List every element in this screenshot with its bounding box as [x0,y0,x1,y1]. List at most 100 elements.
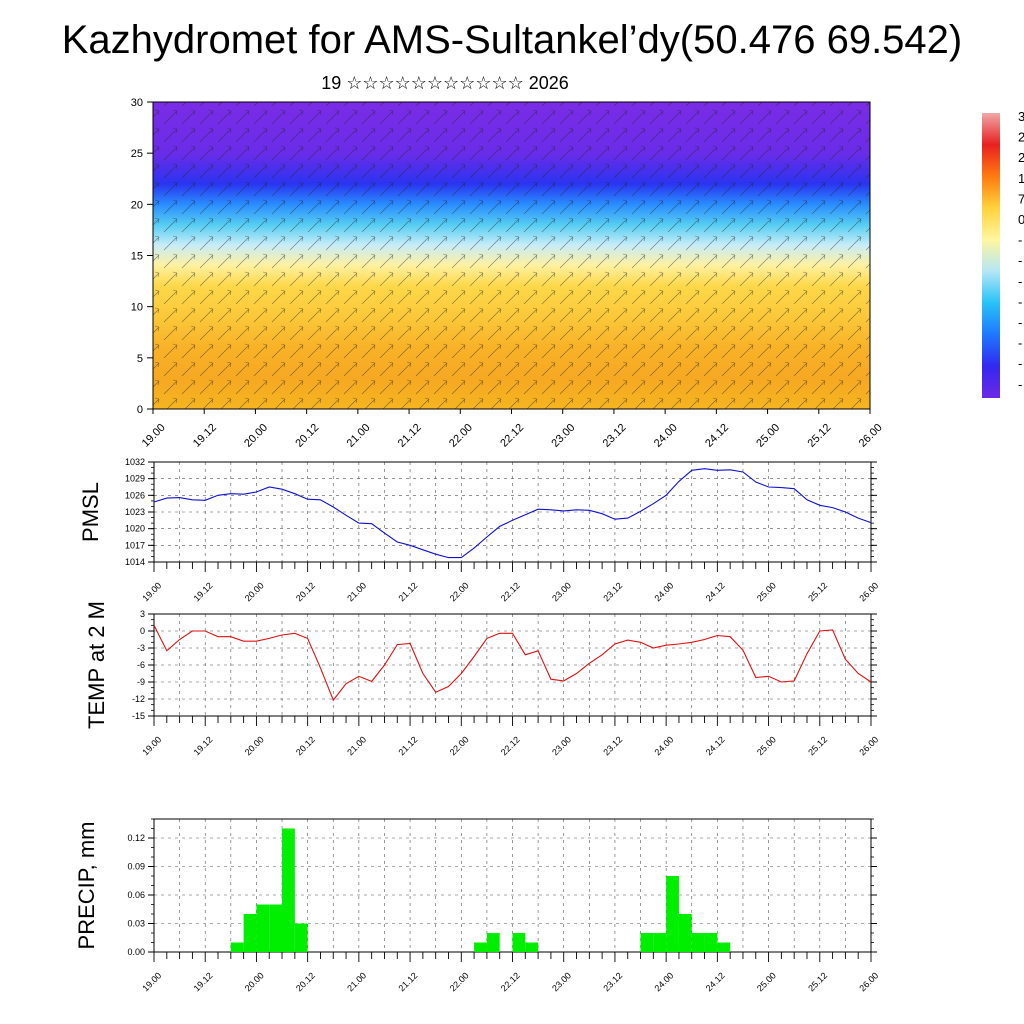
colorbar-label: - [1018,356,1022,371]
xtick-label: 26.00 [857,970,880,993]
heatmap-ytick-label: 10 [131,302,143,314]
precip-bar [269,904,283,952]
xtick-label: 26.00 [857,734,880,757]
precip-bar [282,828,295,952]
xtick-label: 22.12 [499,970,522,993]
xtick-label: 24.00 [653,734,676,757]
xtick-label: 20.12 [294,970,317,993]
xtick-label: 20.12 [294,734,317,757]
page-title: Kazhydromet for AMS-Sultankel’dy(50.476 … [61,18,963,62]
page-subtitle: 19 ☆☆☆☆☆☆☆☆☆☆☆ 2026 [321,73,569,93]
precip-bar [474,942,487,952]
heatmap-xtick-label: 22.12 [498,422,526,450]
ytick-label: 1029 [125,474,145,484]
colorbar-label: - [1018,274,1022,289]
ytick-label: 1020 [125,524,145,534]
series-line [153,468,872,559]
xtick-label: 19.00 [140,580,163,603]
xtick-label: 21.00 [345,970,368,993]
precip-bar [717,942,731,952]
temperature-panel: -15 -12 -9 -6 -3 0 3 19.00 19.12 20.00 20.12 21.00 2… [84,601,880,757]
xtick-label: 23.00 [550,970,573,993]
heatmap-ytick-label: 15 [131,251,143,263]
y-axis-title: PMSL [78,482,103,542]
colorbar-label: 3 [1018,109,1024,124]
ytick-label: 1014 [125,557,145,567]
xtick-label: 20.00 [243,734,266,757]
ytick-label: -15 [132,711,145,721]
ytick-label: 0.03 [127,919,145,929]
heatmap-xtick-label: 22.00 [447,422,475,450]
precip-bar [704,933,718,952]
heatmap-ytick-label: 30 [131,97,143,109]
xtick-label: 21.12 [396,580,419,603]
colorbar-label: - [1018,336,1022,351]
precip-bar [486,933,500,952]
ytick-label: -3 [137,643,145,653]
xtick-label: 20.12 [294,580,317,603]
xtick-label: 19.12 [192,734,215,757]
ytick-label: 1017 [125,540,145,550]
colorbar-label: 7 [1018,191,1024,206]
ytick-label: 1026 [125,490,145,500]
heatmap-ytick-label: 0 [137,404,143,416]
precip-bar [525,942,539,952]
colorbar-label: 0 [1018,212,1024,227]
xtick-label: 23.00 [550,734,573,757]
colorbar-label: - [1018,315,1022,330]
xtick-label: 21.00 [345,734,368,757]
heatmap-xtick-label: 19.12 [191,422,219,450]
ytick-label: -6 [137,660,145,670]
colorbar-label: 1 [1018,171,1024,186]
heatmap-xtick-label: 26.00 [857,422,885,450]
heatmap-xtick-label: 24.12 [703,422,731,450]
ytick-label: 0.06 [127,890,145,900]
ytick-label: -9 [137,677,145,687]
xtick-label: 19.00 [140,970,163,993]
precip-bar [691,933,705,952]
xtick-label: 23.12 [601,580,624,603]
y-axis-title: TEMP at 2 M [84,601,109,729]
series-line [153,625,872,702]
precip-bar [666,876,679,952]
xtick-label: 23.12 [601,970,624,993]
xtick-label: 19.00 [140,734,163,757]
ytick-label: -12 [132,694,145,704]
ytick-label: 1023 [125,507,145,517]
ytick-label: 0 [140,626,145,636]
xtick-label: 25.12 [806,580,829,603]
precip-bar [294,923,308,952]
xtick-label: 21.12 [396,970,419,993]
heatmap-xtick-label: 20.00 [242,422,270,450]
xtick-label: 26.00 [857,580,880,603]
xtick-label: 23.12 [601,734,624,757]
heatmap-xtick-label: 21.00 [345,422,373,450]
ytick-label: 1032 [125,457,145,467]
ytick-label: 0.12 [127,833,145,843]
ytick-label: 0.00 [127,947,145,957]
colorbar-label: - [1018,253,1022,268]
heatmap-xtick-label: 25.12 [806,422,834,450]
xtick-label: 25.12 [806,734,829,757]
precip-bar [243,914,257,952]
heatmap-xtick-label: 20.12 [293,422,321,450]
xtick-label: 22.12 [499,580,522,603]
heatmap-xtick-label: 23.00 [549,422,577,450]
heatmap-ytick-label: 25 [131,148,143,160]
xtick-label: 21.12 [396,734,419,757]
heatmap-xtick-label: 19.00 [140,422,168,450]
colorbar-bar [982,113,1000,398]
xtick-label: 25.00 [755,734,778,757]
height-time-panel: 0 5 10 15 20 25 30 19.00 19.12 20.00 20.12 21.00 21.… [131,97,885,450]
heatmap-xtick-label: 23.12 [601,422,629,450]
xtick-label: 25.00 [755,970,778,993]
precip-bar [256,904,270,952]
xtick-label: 23.00 [550,580,573,603]
xtick-label: 24.12 [704,580,727,603]
colorbar-label: 2 [1018,130,1024,145]
precip-bar [512,933,526,952]
xtick-label: 22.00 [448,734,471,757]
y-axis-title: PRECIP, mm [74,822,99,950]
precip-bar [230,942,244,952]
